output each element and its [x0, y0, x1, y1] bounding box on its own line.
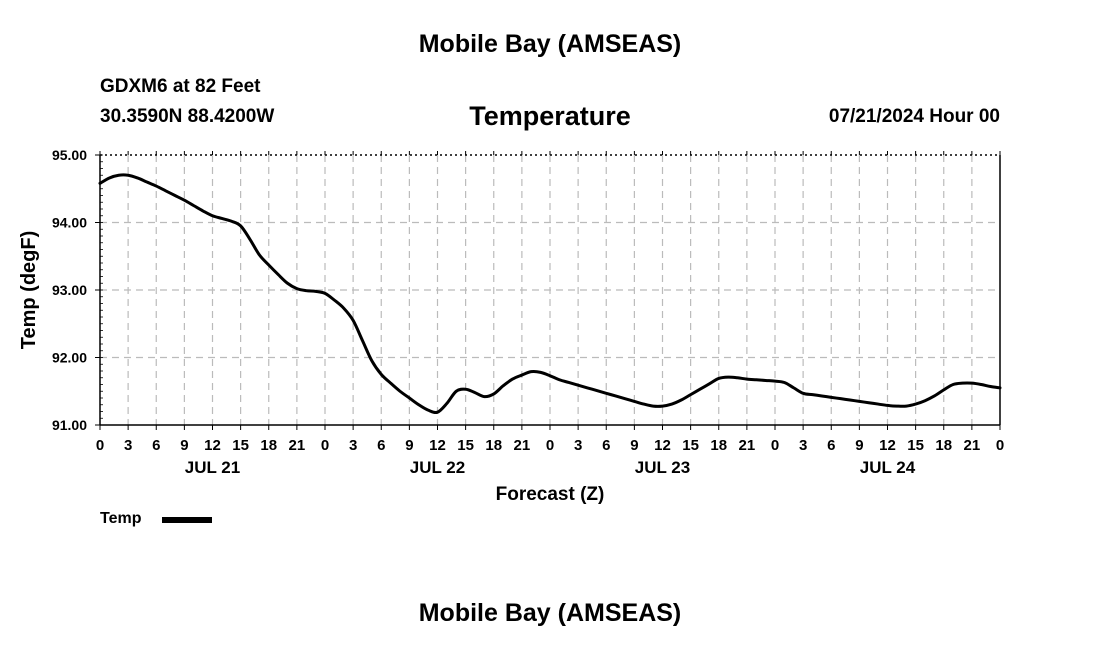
station-coordinates: 30.3590N 88.4200W: [100, 106, 275, 127]
x-tick-label: 15: [232, 437, 249, 454]
day-label: JUL 21: [185, 458, 240, 477]
x-tick-label: 12: [429, 437, 446, 454]
x-tick-label: 3: [124, 437, 132, 454]
x-tick-label: 21: [289, 437, 306, 454]
x-tick-label: 6: [602, 437, 610, 454]
x-tick-label: 15: [907, 437, 924, 454]
day-label: JUL 23: [635, 458, 690, 477]
x-tick-label: 0: [546, 437, 554, 454]
footer-title: Mobile Bay (AMSEAS): [418, 599, 682, 627]
day-label: JUL 22: [410, 458, 465, 477]
x-tick-label: 9: [180, 437, 188, 454]
station-label: GDXM6 at 82 Feet: [100, 76, 261, 97]
x-tick-label: 0: [996, 437, 1004, 454]
x-tick-label: 9: [405, 437, 413, 454]
x-tick-label: 6: [827, 437, 835, 454]
x-tick-label: 12: [654, 437, 671, 454]
x-tick-label: 18: [260, 437, 277, 454]
parameter-title: Temperature: [469, 101, 631, 131]
legend-label: Temp: [100, 510, 142, 527]
y-axis-title: Temp (degF): [18, 231, 40, 350]
y-tick-label: 93.00: [52, 282, 87, 298]
x-tick-label: 0: [96, 437, 104, 454]
x-tick-label: 9: [630, 437, 638, 454]
y-tick-label: 95.00: [52, 147, 87, 163]
legend-line-swatch: [162, 517, 212, 523]
x-tick-label: 15: [682, 437, 699, 454]
x-tick-label: 12: [204, 437, 221, 454]
x-tick-label: 0: [321, 437, 329, 454]
x-tick-label: 21: [514, 437, 531, 454]
temp-series-line: [98, 173, 1002, 415]
x-tick-label: 12: [879, 437, 896, 454]
forecast-datetime: 07/21/2024 Hour 00: [828, 106, 1000, 127]
x-tick-label: 21: [964, 437, 981, 454]
x-tick-label: 3: [799, 437, 807, 454]
x-tick-label: 9: [855, 437, 863, 454]
chart-main-title: Mobile Bay (AMSEAS): [418, 30, 682, 58]
x-axis-title: Forecast (Z): [496, 484, 605, 505]
day-label: JUL 24: [860, 458, 916, 477]
x-tick-label: 3: [574, 437, 582, 454]
x-tick-label: 6: [377, 437, 385, 454]
x-tick-label: 0: [771, 437, 779, 454]
x-tick-label: 18: [485, 437, 502, 454]
x-tick-label: 6: [152, 437, 160, 454]
x-tick-label: 18: [710, 437, 727, 454]
y-tick-label: 94.00: [52, 215, 87, 231]
x-tick-label: 15: [457, 437, 474, 454]
x-tick-label: 3: [349, 437, 357, 454]
x-tick-label: 18: [935, 437, 952, 454]
y-tick-label: 91.00: [52, 417, 87, 433]
y-tick-label: 92.00: [52, 350, 87, 366]
x-tick-label: 21: [739, 437, 756, 454]
